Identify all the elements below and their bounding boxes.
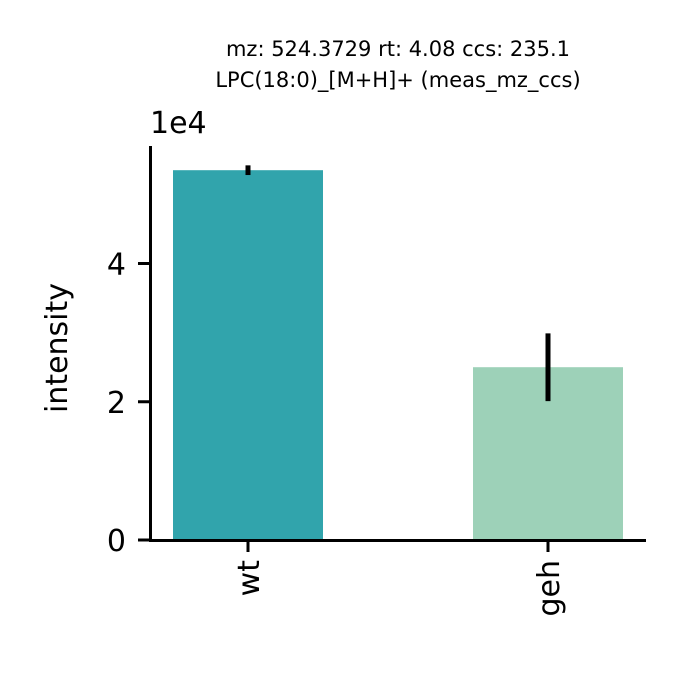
y-tick-label: 4 <box>107 248 126 283</box>
x-ticks-layer: wt geh <box>232 540 567 617</box>
y-multiplier-label: 1e4 <box>150 106 207 141</box>
y-tick-label: 0 <box>107 524 126 559</box>
x-tick-label-wt: wt <box>232 560 267 597</box>
y-axis-label: intensity <box>40 283 75 413</box>
bars-layer <box>173 170 623 540</box>
x-tick-label-geh: geh <box>532 560 567 617</box>
bar-wt <box>173 170 323 540</box>
chart-title-line-1: mz: 524.3729 rt: 4.08 ccs: 235.1 <box>226 37 570 61</box>
chart-title-line-2: LPC(18:0)_[M+H]+ (meas_mz_ccs) <box>215 68 580 93</box>
y-ticks-layer: 0 2 4 <box>107 248 150 559</box>
y-tick-label: 2 <box>107 386 126 421</box>
